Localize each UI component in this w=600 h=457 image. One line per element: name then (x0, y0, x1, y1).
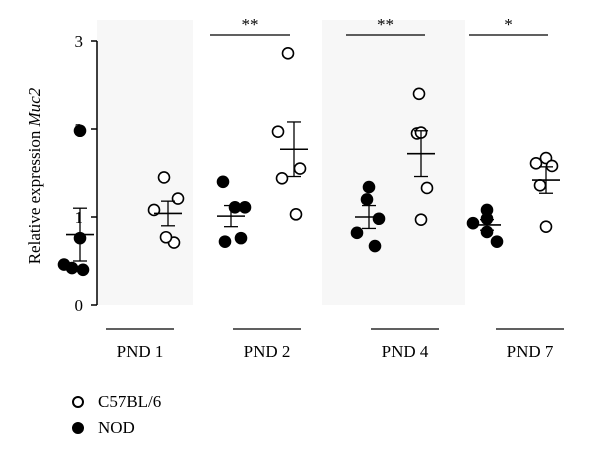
background-band (97, 20, 193, 305)
scatter-chart: 0123 Relative expression Muc2 ***** PND … (25, 15, 564, 361)
background-bands (97, 20, 465, 305)
y-axis-label: Relative expression Muc2 (25, 87, 44, 264)
data-point (281, 47, 295, 60)
data-point (216, 175, 230, 189)
data-point (466, 216, 480, 230)
data-point (350, 226, 364, 240)
data-point (372, 212, 386, 226)
significance-label: * (504, 15, 513, 34)
legend-label-nod: NOD (98, 418, 135, 437)
category-label: PND 7 (507, 342, 554, 361)
significance-label: ** (377, 15, 394, 34)
data-point (275, 171, 289, 185)
data-point (539, 220, 553, 233)
legend-label-c57bl6: C57BL/6 (98, 392, 162, 411)
data-point (234, 231, 248, 245)
y-tick-label: 1 (75, 208, 84, 227)
data-point (289, 208, 303, 221)
significance-label: ** (242, 15, 259, 34)
data-point (159, 230, 173, 244)
y-tick-label: 3 (75, 32, 84, 51)
category-label: PND 1 (117, 342, 164, 361)
y-axis-label-prefix: Relative expression (25, 126, 44, 264)
data-point (412, 87, 426, 101)
data-point (368, 239, 382, 253)
data-point (171, 192, 185, 205)
category-label: PND 4 (382, 342, 429, 361)
open-circle-icon (72, 396, 84, 408)
data-point (529, 157, 543, 170)
data-point (293, 162, 307, 175)
data-point (420, 181, 434, 195)
category-label: PND 2 (244, 342, 291, 361)
mean-sem-bars (66, 121, 560, 262)
data-point (360, 193, 374, 206)
significance-brackets: ** ** * (210, 15, 548, 36)
category-labels: PND 1 PND 2 PND 4 PND 7 (106, 328, 564, 361)
data-point (362, 180, 376, 194)
data-point (533, 179, 547, 192)
y-axis-label-gene: Muc2 (25, 87, 44, 127)
data-point (238, 201, 252, 214)
data-point (76, 263, 90, 277)
data-point (65, 261, 79, 275)
data-point (490, 235, 504, 248)
data-point (271, 125, 285, 138)
background-band (322, 20, 465, 305)
filled-circle-icon (72, 422, 84, 434)
y-tick-label: 0 (75, 296, 84, 315)
data-point (218, 235, 232, 248)
data-point (545, 159, 559, 173)
data-point (414, 213, 428, 226)
data-point (157, 171, 171, 184)
data-point (73, 124, 87, 138)
